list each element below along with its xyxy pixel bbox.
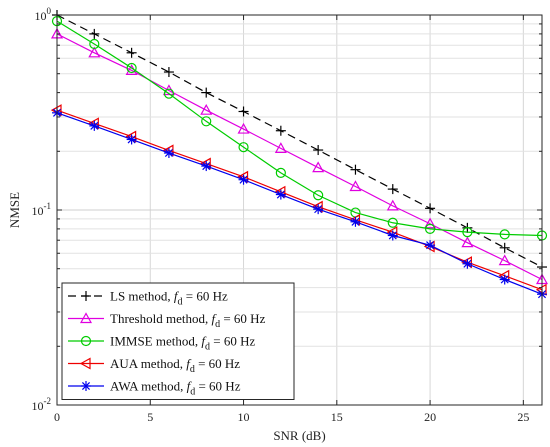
- awa-method-point: [313, 204, 324, 215]
- ls-method-point: [163, 67, 174, 78]
- y-tick-exponent: -2: [44, 396, 52, 406]
- threshold-method-point: [386, 199, 399, 211]
- ls-method-point: [387, 184, 398, 195]
- awa-method-point: [425, 240, 436, 251]
- immse-method-point: [163, 88, 175, 99]
- y-tick-base: 10: [35, 9, 47, 23]
- ls-method-point: [313, 145, 324, 156]
- awa-method-point: [238, 174, 249, 185]
- immse-method-point: [201, 116, 212, 127]
- awa-method-legend-label: AWA method, fd = 60 Hz: [110, 379, 241, 398]
- awa-method-point: [89, 120, 100, 131]
- x-tick-label: 20: [424, 410, 436, 424]
- immse-method-point: [387, 217, 398, 228]
- threshold-method-point: [498, 254, 511, 266]
- x-tick-label: 25: [517, 410, 529, 424]
- awa-method-legend-marker: [81, 381, 91, 391]
- ls-method-legend-marker: [81, 291, 91, 301]
- threshold-method-point: [461, 236, 474, 248]
- ls-method-point: [238, 106, 249, 117]
- y-tick-exponent: -1: [44, 201, 52, 211]
- threshold-method-legend-marker: [79, 312, 93, 324]
- immse-method-point: [462, 227, 473, 238]
- y-axis-label: NMSE: [7, 192, 22, 228]
- threshold-method-point: [200, 103, 213, 115]
- immse-method-point: [89, 38, 100, 50]
- ls-method-point: [350, 164, 361, 175]
- x-tick-label: 15: [331, 410, 343, 424]
- threshold-method-point: [349, 180, 362, 192]
- x-axis-label: SNR (dB): [273, 428, 325, 443]
- immse-method-point: [424, 223, 436, 234]
- immse-method-line: [56, 20, 543, 237]
- awa-method-point: [350, 216, 361, 227]
- aua-method-legend-label: AUA method, fd = 60 Hz: [110, 356, 240, 375]
- immse-method-point: [126, 62, 137, 74]
- immse-method-point: [275, 167, 286, 178]
- threshold-method-point: [237, 122, 250, 134]
- y-tick-label: 10-1: [32, 201, 52, 218]
- awa-method-point: [201, 161, 212, 172]
- immse-method-legend-marker: [80, 335, 92, 347]
- awa-method-point: [163, 148, 174, 159]
- threshold-method-point: [424, 217, 437, 229]
- threshold-method-point: [274, 142, 287, 153]
- immse-method-legend-label: IMMSE method, fd = 60 Hz: [110, 334, 255, 353]
- y-tick-label: 10-2: [32, 396, 52, 413]
- y-tick-label: 100: [35, 6, 52, 23]
- awa-method-point: [126, 134, 137, 145]
- immse-method-point: [313, 190, 324, 201]
- aua-method-legend-marker: [79, 357, 91, 370]
- ls-method-point: [89, 28, 100, 39]
- immse-method-point: [499, 229, 510, 240]
- x-tick-label: 10: [238, 410, 250, 424]
- ls-method-point: [425, 203, 436, 214]
- awa-method-line: [56, 112, 543, 295]
- y-tick-exponent: 0: [47, 6, 52, 16]
- ls-method-point: [275, 125, 286, 136]
- awa-method-point: [499, 274, 510, 285]
- x-tick-label: 0: [54, 410, 60, 424]
- y-tick-base: 10: [32, 204, 44, 218]
- ls-method-point: [201, 87, 212, 98]
- ls-method-point: [499, 242, 510, 253]
- series-layer: [50, 10, 549, 300]
- x-tick-label: 5: [147, 410, 153, 424]
- legend: LS method, fd = 60 Hz Threshold method, f…: [61, 282, 295, 400]
- awa-method-point: [387, 230, 398, 241]
- ls-method-line: [56, 14, 543, 268]
- threshold-method-point: [312, 161, 325, 173]
- threshold-method-legend-label: Threshold method, fd = 60 Hz: [110, 311, 266, 330]
- threshold-method-point: [88, 46, 101, 58]
- awa-method-point: [275, 189, 286, 200]
- immse-method-point: [238, 142, 249, 153]
- awa-method-point: [462, 258, 473, 269]
- ls-method-point: [126, 47, 137, 58]
- ls-method-legend-label: LS method, fd = 60 Hz: [110, 289, 228, 308]
- y-tick-base: 10: [32, 399, 44, 413]
- threshold-method-line: [56, 33, 543, 281]
- aua-method-line: [56, 109, 543, 291]
